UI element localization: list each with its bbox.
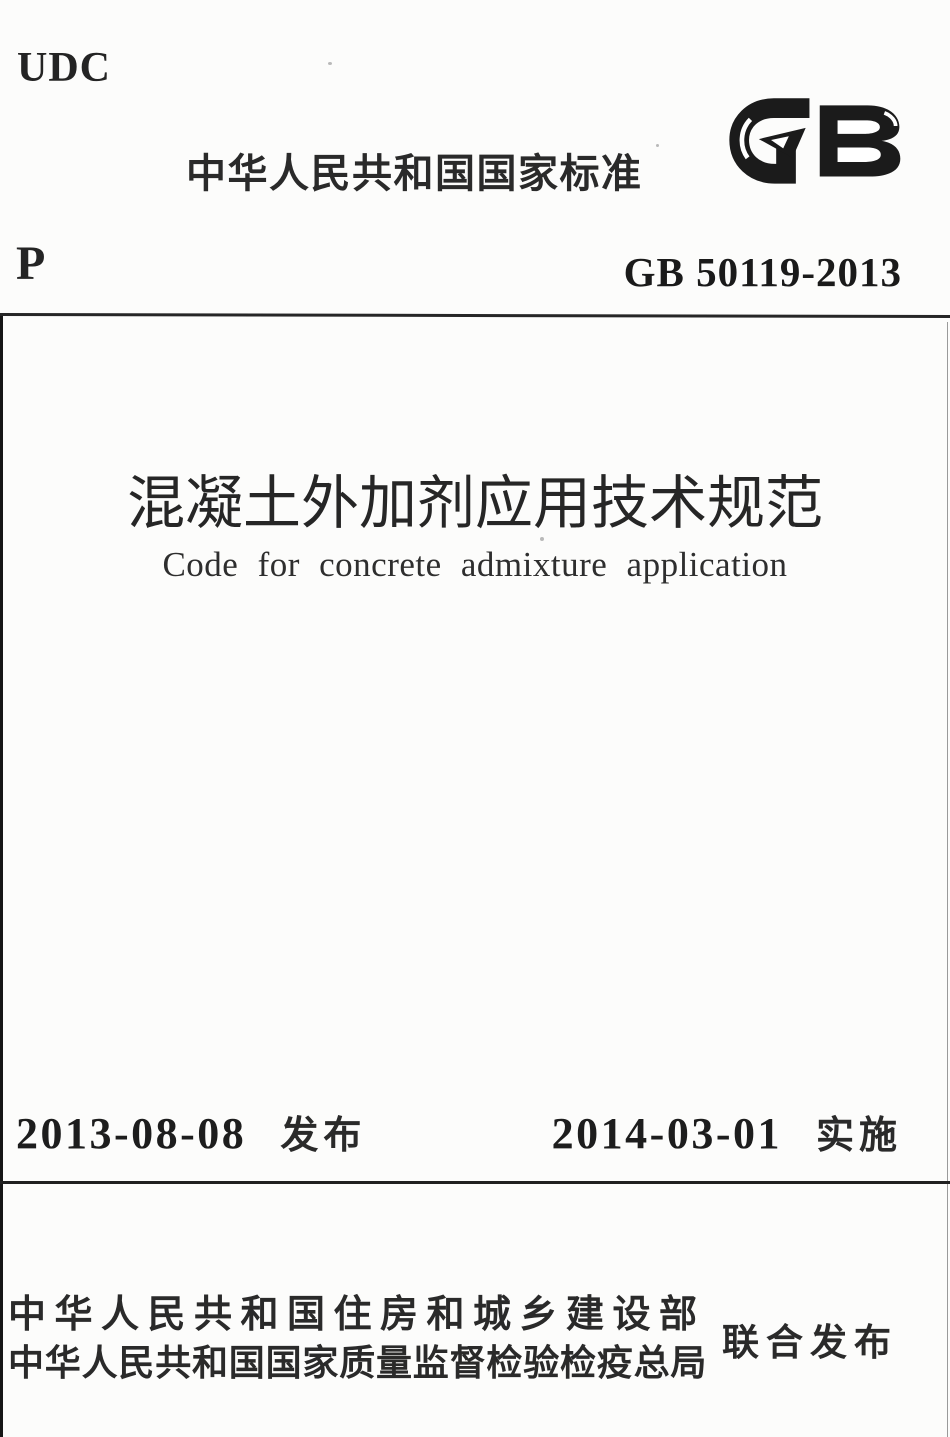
scan-speck: [328, 62, 332, 65]
effective-date-group: 2014-03-01 实施: [552, 1104, 902, 1159]
scan-speck: [540, 537, 544, 541]
document-title-zh: 混凝土外加剂应用技术规范: [126, 471, 823, 536]
issue-date: 2013-08-08: [16, 1109, 247, 1158]
standard-heading: 中华人民共和国国家标准: [186, 152, 643, 196]
effective-label: 实施: [815, 1115, 902, 1157]
page-edge-left: [0, 316, 3, 1437]
effective-date: 2014-03-01: [551, 1109, 782, 1158]
issue-label: 发布: [280, 1115, 367, 1157]
top-divider: [0, 313, 950, 318]
page-edge-right: [947, 322, 948, 1437]
scan-speck: [656, 144, 659, 147]
publisher-line-2: 中华人民共和国国家质量监督检验检疫总局: [8, 1342, 708, 1383]
doc-class-label: P: [16, 237, 46, 290]
joint-publish-label: 联合发布: [722, 1322, 898, 1363]
date-row: 2013-08-08 发布 2014-03-01 实施: [16, 1104, 902, 1159]
publisher-line-1: 中华人民共和国住房和城乡建设部: [8, 1294, 706, 1336]
document-title-en: Code for concrete admixture application: [162, 545, 788, 584]
issue-date-group: 2013-08-08 发布: [16, 1104, 366, 1159]
gb-logo-icon: [727, 93, 905, 187]
standard-number: GB 50119-2013: [623, 249, 902, 295]
bottom-divider: [0, 1181, 950, 1184]
udc-label: UDC: [17, 45, 111, 91]
